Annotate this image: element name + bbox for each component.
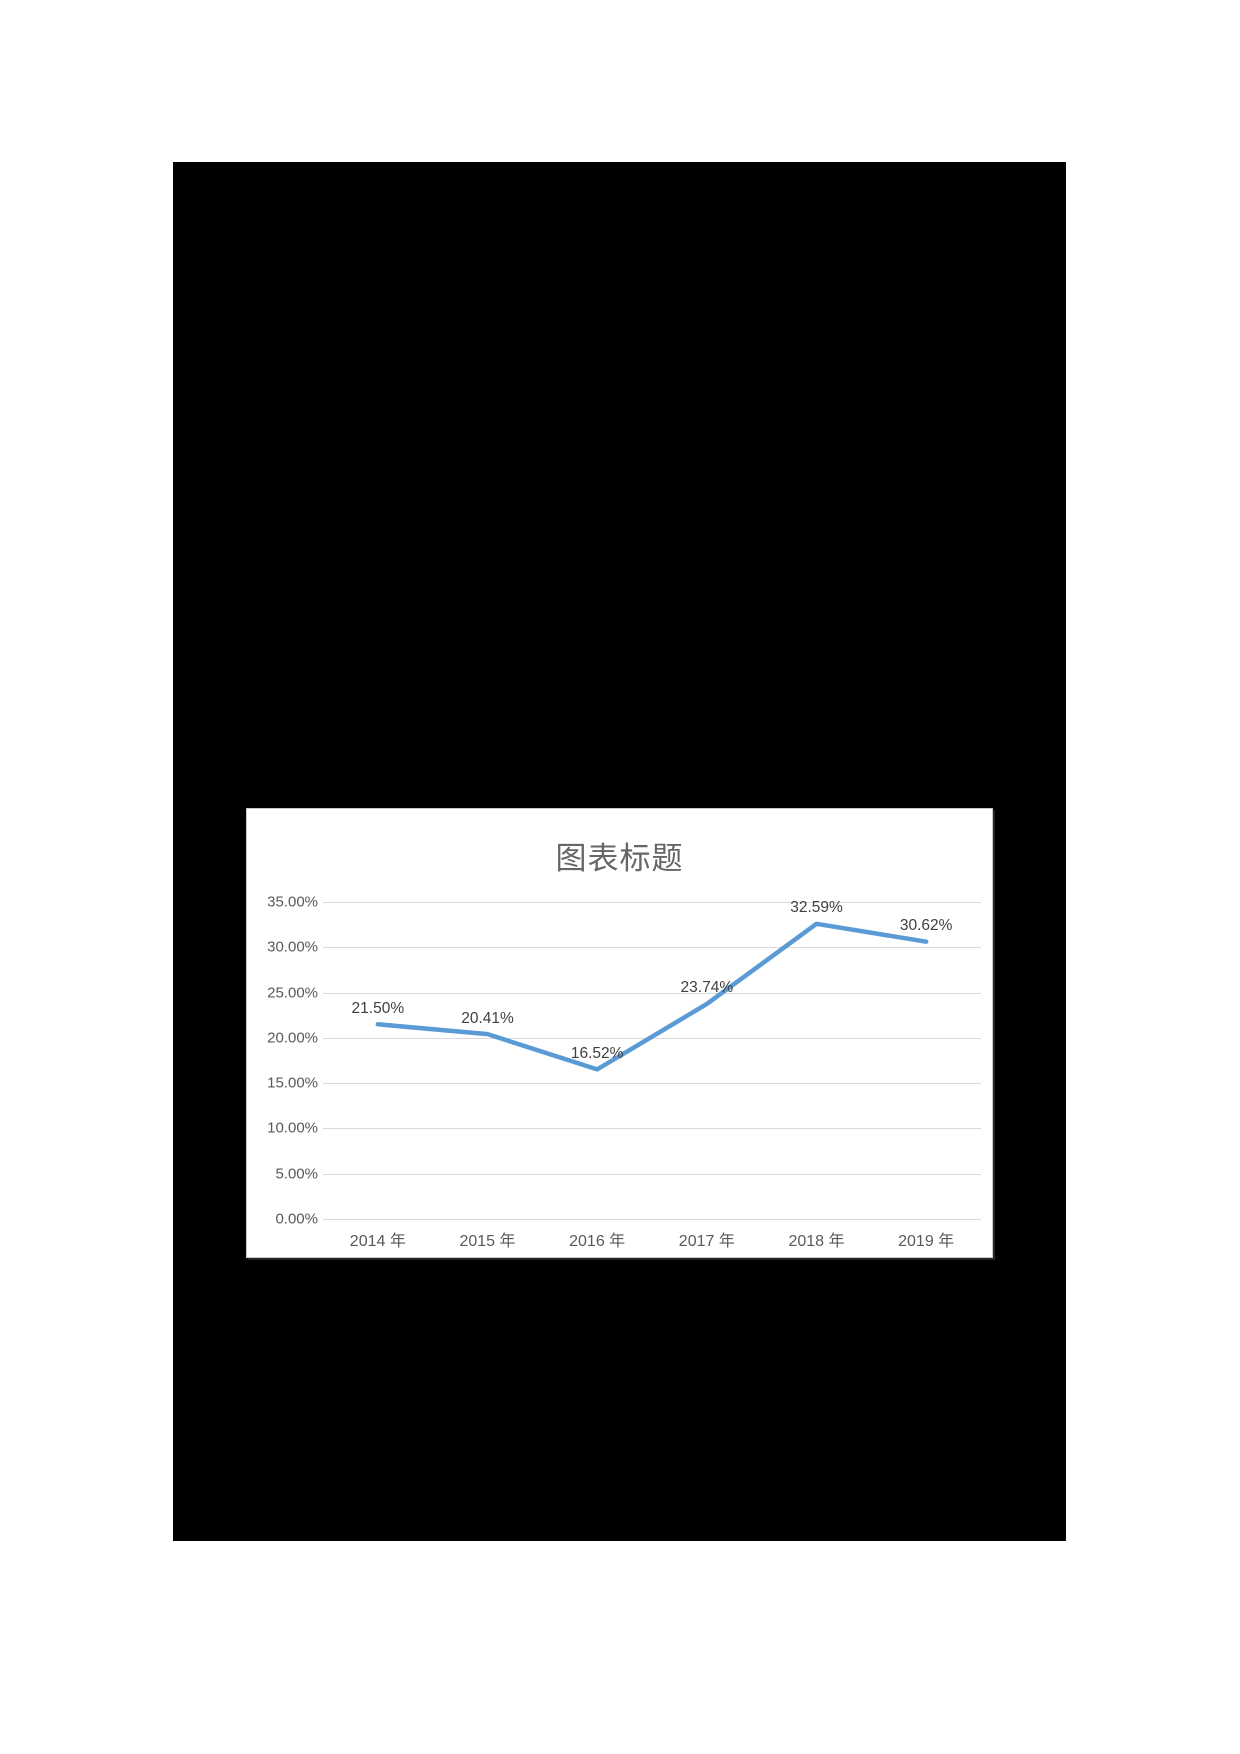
- x-axis-tick-label: 2015 年: [459, 1233, 516, 1250]
- data-label: 32.59%: [790, 899, 843, 917]
- y-axis-tick-label: 0.00%: [275, 1210, 318, 1228]
- x-axis-tick-label: 2014 年: [349, 1233, 406, 1250]
- y-axis-tick-label: 30.00%: [267, 938, 318, 956]
- data-label: 30.62%: [899, 917, 953, 935]
- gridline: [323, 902, 981, 903]
- y-axis-tick-label: 15.00%: [267, 1074, 318, 1092]
- embedded-chart-image: 图表标题 0.00% 5.00% 10.00% 15.00% 20.00% 25.00% 3…: [173, 162, 1066, 1541]
- data-label: 23.74%: [680, 979, 734, 997]
- gridline: [323, 1219, 981, 1220]
- chart-title: 图表标题: [555, 841, 684, 876]
- y-axis-tick-label: 35.00%: [267, 893, 318, 911]
- gridline: [323, 1128, 981, 1130]
- y-axis-tick-label: 20.00%: [267, 1029, 318, 1047]
- gridline: [323, 1173, 981, 1175]
- y-axis-tick-label: 5.00%: [275, 1165, 318, 1183]
- data-label: 21.50%: [351, 999, 405, 1017]
- gridline: [323, 992, 981, 994]
- y-axis-tick-label: 10.00%: [267, 1119, 318, 1137]
- x-axis-tick-label: 2016 年: [569, 1233, 626, 1250]
- x-axis-tick-label: 2017 年: [678, 1233, 735, 1250]
- data-label: 20.41%: [461, 1009, 514, 1027]
- series-polyline: [375, 921, 929, 1072]
- line-series: [375, 921, 929, 1072]
- x-axis-tick-label: 2018 年: [788, 1233, 845, 1250]
- gridline: [323, 1083, 981, 1085]
- data-label: 16.52%: [570, 1044, 624, 1062]
- x-axis-tick-label: 2019 年: [898, 1233, 955, 1250]
- chart-card: 图表标题 0.00% 5.00% 10.00% 15.00% 20.00% 25.00% 3…: [246, 808, 993, 1258]
- plot-area: 0.00% 5.00% 10.00% 15.00% 20.00% 25.00% 30.00%…: [247, 809, 994, 1259]
- y-axis-tick-label: 25.00%: [267, 984, 318, 1002]
- gridline: [323, 947, 981, 949]
